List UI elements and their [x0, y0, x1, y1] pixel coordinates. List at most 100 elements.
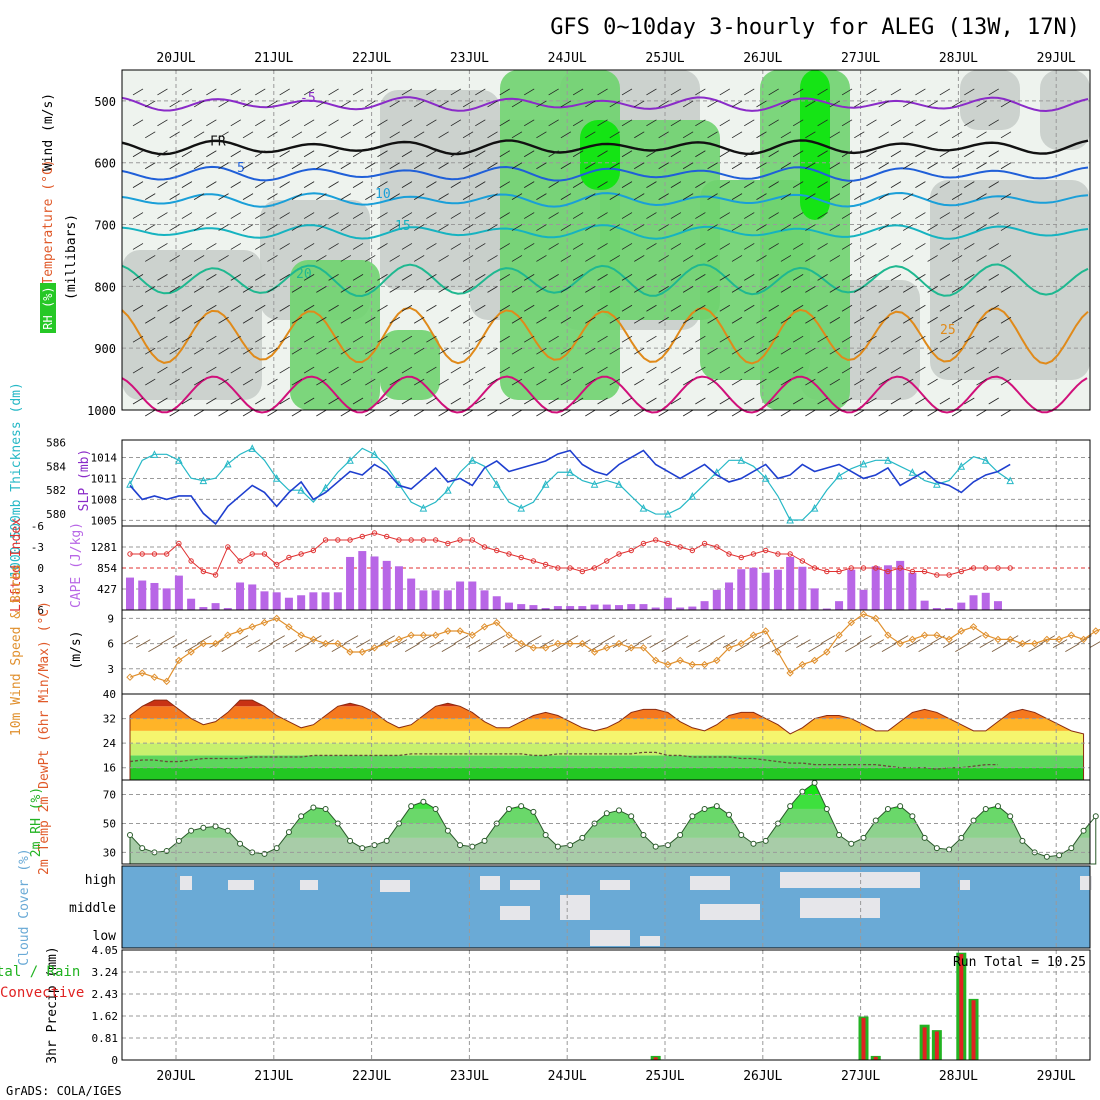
wind-speed-point	[823, 648, 831, 656]
wind-speed-point	[920, 631, 929, 639]
wind-barb	[475, 397, 486, 405]
lifted-index-point	[799, 558, 806, 564]
wind-barb	[450, 397, 462, 405]
cape-bar	[883, 565, 892, 610]
lifted-index-point	[408, 537, 414, 543]
wind-barb	[560, 131, 572, 139]
wind-barb	[817, 119, 828, 127]
wind-barb	[780, 100, 792, 108]
wind-barb	[609, 224, 620, 231]
wind-barb	[487, 100, 498, 108]
lifted-index-point	[322, 537, 329, 543]
surface-wind-barb	[282, 639, 298, 648]
surface-wind-barb	[808, 643, 823, 652]
rh-point	[139, 845, 146, 852]
slp-tick: 1008	[91, 493, 118, 506]
wind-barb	[890, 335, 902, 343]
wind-barb	[511, 193, 523, 200]
rh-point	[1043, 853, 1050, 860]
wind-barb	[866, 304, 877, 312]
wind-barb	[609, 378, 620, 386]
cape-bar	[822, 608, 831, 610]
wind-barb	[303, 181, 315, 188]
thickness-tick: 584	[46, 460, 66, 473]
wind-barb	[780, 378, 792, 386]
wind-barb	[145, 409, 156, 417]
wind-barb	[523, 119, 535, 127]
wind-barb	[621, 119, 633, 127]
wind-barb	[511, 286, 523, 293]
wind-barb	[988, 304, 999, 312]
surface-wind-barb	[906, 639, 921, 648]
wind-barb	[267, 100, 278, 108]
surface-wind-barb	[1065, 643, 1080, 652]
wind-barb	[890, 397, 902, 405]
cape-bar	[712, 589, 721, 610]
lifted-index-point	[995, 565, 1001, 571]
wind-barb	[939, 243, 951, 250]
wind-barb	[707, 378, 718, 386]
wind-barb	[854, 286, 865, 293]
wind-barb	[377, 243, 388, 250]
cape-bar	[309, 592, 318, 610]
wind-speed-point	[688, 660, 697, 669]
lifted-index-point	[628, 547, 634, 554]
cape-ylabel: CAPE (J/kg)	[69, 522, 84, 608]
wind-barb	[499, 335, 510, 343]
wind-barb	[193, 224, 205, 231]
cape-bar	[260, 591, 269, 610]
wind-barb	[658, 409, 669, 417]
wind-speed-point	[884, 631, 892, 639]
temp-band	[130, 767, 1084, 780]
wind-barb	[682, 162, 694, 170]
wind-barb	[817, 274, 828, 281]
cape-bar	[663, 597, 672, 610]
wind-barb	[438, 100, 449, 108]
wind-speed-point	[774, 648, 782, 656]
wind-barb	[193, 193, 205, 200]
wind-barb	[964, 304, 975, 312]
wind-barb	[157, 366, 168, 374]
rh-point	[933, 845, 940, 852]
pressure-tick: 600	[94, 157, 116, 171]
wind-barb	[854, 224, 865, 231]
wind-barb	[634, 193, 645, 200]
wind-barb	[792, 304, 804, 312]
wind-barb	[829, 409, 841, 417]
lifted-tick: 6	[37, 604, 44, 617]
wind-barb	[523, 397, 535, 405]
lifted-index-point	[860, 565, 867, 571]
wind-barb	[866, 119, 877, 127]
wind-barb	[365, 162, 376, 170]
lifted-tick: -3	[31, 541, 44, 554]
wind-speed-point	[945, 635, 953, 644]
rh-point	[1092, 813, 1099, 820]
date-label-top: 29JUL	[1037, 51, 1076, 66]
temp-tick: 32	[103, 713, 116, 726]
wind-barb	[792, 181, 804, 188]
wind-speed-point	[285, 623, 293, 631]
wind-barb	[634, 162, 645, 170]
rh-point	[640, 832, 647, 839]
wind-barb	[401, 304, 413, 312]
rh-point	[677, 832, 684, 839]
wind-barb	[744, 181, 755, 188]
cloud-level-label: high	[85, 873, 116, 888]
rh-point	[1068, 845, 1075, 852]
wind-barb	[536, 378, 547, 386]
wind-barb	[132, 212, 144, 219]
wind-barb	[915, 150, 926, 158]
wind-barb	[548, 119, 559, 127]
wind-barb	[707, 347, 718, 355]
wind-barb	[854, 162, 865, 170]
temperature-contour	[121, 139, 1089, 156]
wind-barb	[927, 100, 938, 108]
wind-barb	[438, 131, 449, 139]
wind-barb	[499, 304, 510, 312]
wind-barb	[426, 119, 437, 127]
rh-point	[921, 834, 928, 841]
slp-line	[129, 449, 1011, 526]
wind-barb	[658, 224, 669, 231]
wind-barb	[792, 274, 804, 281]
rh-tick: 70	[103, 788, 116, 801]
